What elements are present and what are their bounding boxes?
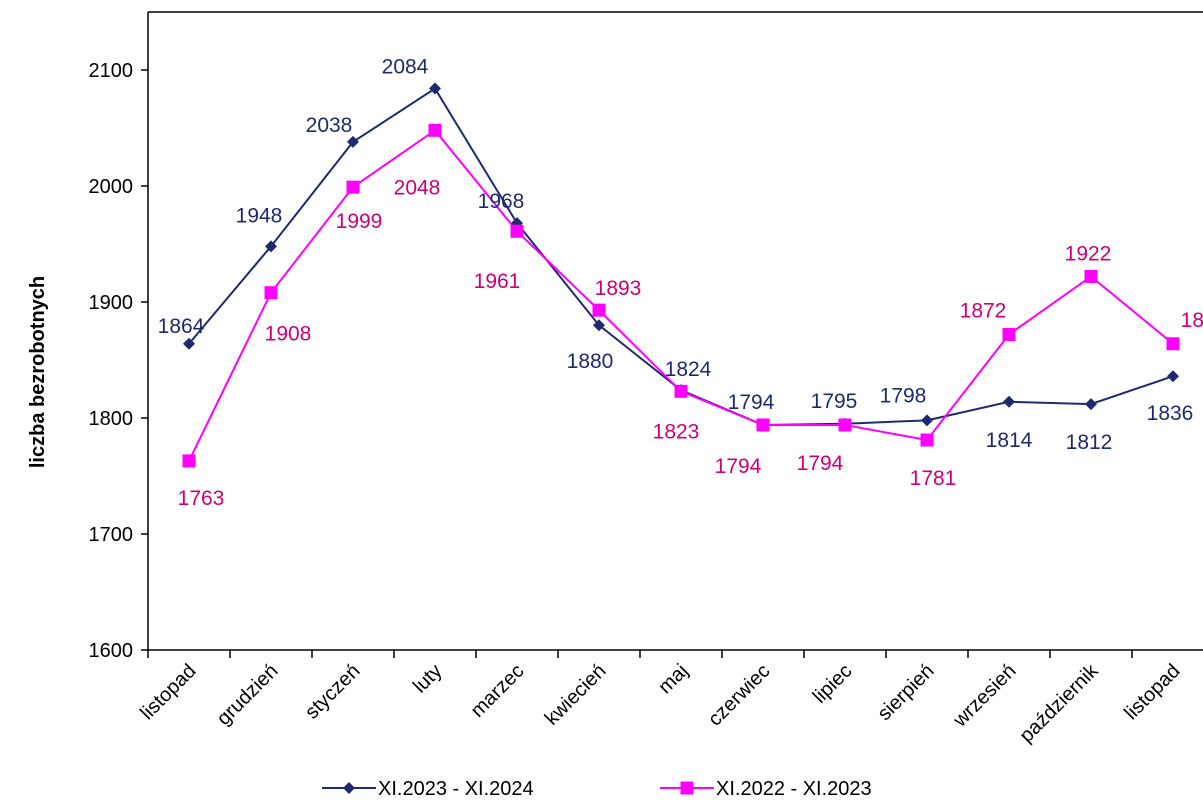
data-point (921, 414, 933, 427)
x-tick-label: listopad (1120, 660, 1184, 724)
legend-label: XI.2022 - XI.2023 (716, 778, 872, 800)
y-tick-label: 2000 (89, 176, 134, 198)
x-tick-label: kwiecień (541, 660, 611, 730)
data-label: 1812 (1066, 431, 1113, 454)
data-point (838, 418, 852, 432)
data-point (920, 433, 934, 447)
y-tick-label: 2100 (89, 60, 134, 82)
x-tick-label: lipiec (809, 660, 857, 708)
data-label: 1872 (960, 299, 1007, 322)
data-label: 1814 (986, 429, 1033, 452)
data-label: 1961 (474, 270, 521, 293)
x-tick-label: grudzień (213, 660, 283, 730)
data-point (265, 240, 277, 253)
data-label: 1824 (665, 358, 712, 381)
data-point (428, 123, 442, 137)
legend-marker (680, 781, 694, 795)
data-point (1085, 398, 1097, 411)
data-point (1167, 370, 1179, 383)
data-label: 1794 (797, 452, 844, 475)
axes (147, 11, 1203, 651)
data-label: 1968 (478, 190, 525, 213)
data-point (510, 224, 524, 238)
data-point (674, 384, 688, 398)
data-label: 1763 (178, 487, 225, 510)
x-tick-label: marzec (467, 660, 529, 722)
data-point (1084, 269, 1098, 283)
data-point (182, 454, 196, 468)
x-tick-label: styczeń (301, 660, 365, 724)
data-label: 1864 (1181, 309, 1203, 332)
data-point (429, 82, 441, 95)
y-tick-label: 1700 (89, 524, 134, 546)
data-point (593, 319, 605, 332)
legend-label: XI.2023 - XI.2024 (378, 778, 534, 800)
legend-marker (343, 782, 355, 794)
data-point (1166, 337, 1180, 351)
data-label: 1836 (1147, 402, 1194, 425)
data-label: 1922 (1065, 242, 1112, 265)
data-labels: 1864 1948 2038 2084 1968 1880 1824 1794 1795 1798… (158, 56, 1203, 510)
data-label: 2038 (306, 114, 353, 137)
data-label: 1948 (236, 204, 283, 227)
data-label: 1908 (265, 323, 312, 346)
data-label: 1880 (567, 350, 614, 373)
data-label: 1864 (158, 315, 205, 338)
y-tick-label: 1800 (89, 408, 134, 430)
series-group (182, 82, 1180, 468)
x-tick-label: luty (409, 660, 447, 698)
data-label: 1999 (336, 210, 383, 233)
x-axis-ticks: listopad grudzień styczeń luty marzec kwiecie… (136, 650, 1185, 747)
y-axis-ticks: 1600 1700 1800 1900 2000 2100 (89, 60, 148, 662)
y-tick-label: 1600 (89, 640, 134, 662)
data-label: 2084 (382, 56, 429, 79)
data-label: 2048 (394, 176, 441, 199)
data-point (1002, 327, 1016, 341)
data-label: 1794 (715, 455, 762, 478)
x-tick-label: maj (654, 660, 692, 698)
data-point (346, 180, 360, 194)
data-point (347, 135, 359, 148)
y-tick-label: 1900 (89, 292, 134, 314)
y-axis-label: liczba bezrobotnych (27, 276, 49, 468)
data-label: 1794 (728, 391, 775, 414)
x-tick-label: październik (1015, 659, 1103, 747)
data-point (264, 286, 278, 300)
x-tick-label: wrzesień (948, 660, 1020, 732)
data-point (756, 418, 770, 432)
x-tick-label: sierpień (873, 660, 938, 725)
legend: XI.2023 - XI.2024 XI.2022 - XI.2023 (322, 778, 872, 800)
data-point (183, 337, 195, 350)
data-label: 1823 (653, 420, 700, 443)
data-label: 1893 (595, 277, 642, 300)
x-tick-label: listopad (136, 660, 200, 724)
x-tick-label: czerwiec (704, 660, 775, 731)
data-label: 1798 (880, 384, 927, 407)
series-line-2 (188, 128, 1174, 462)
data-label: 1781 (910, 467, 957, 490)
data-point (1003, 395, 1015, 408)
data-point (592, 303, 606, 317)
data-label: 1795 (811, 390, 858, 413)
